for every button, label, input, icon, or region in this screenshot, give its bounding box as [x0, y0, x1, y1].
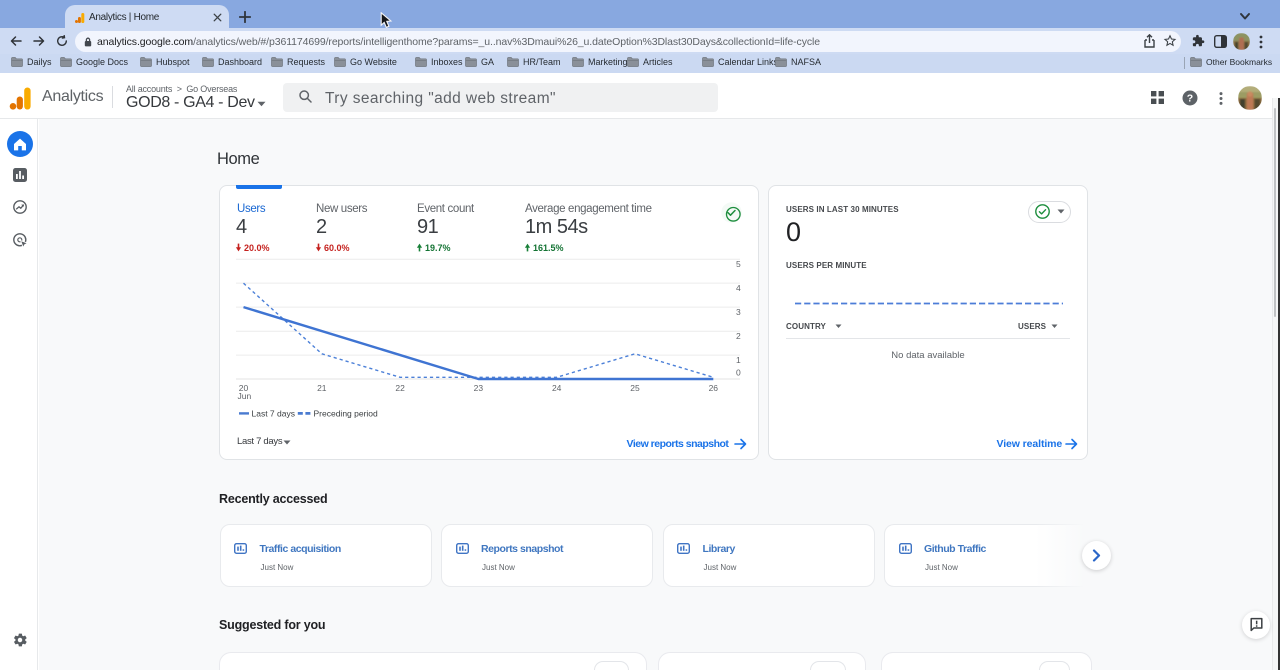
svg-text:1: 1 [736, 355, 741, 365]
svg-text:3: 3 [736, 307, 741, 317]
svg-text:?: ? [1187, 93, 1193, 105]
svg-text:2: 2 [736, 331, 741, 341]
svg-text:21: 21 [317, 383, 327, 393]
svg-text:23: 23 [474, 383, 484, 393]
svg-text:24: 24 [552, 383, 562, 393]
svg-text:4: 4 [736, 283, 741, 293]
svg-text:22: 22 [395, 383, 405, 393]
svg-text:Jun: Jun [238, 391, 252, 401]
svg-text:5: 5 [736, 259, 741, 269]
svg-text:20: 20 [239, 383, 249, 393]
svg-text:26: 26 [709, 383, 719, 393]
svg-text:Last 7 days: Last 7 days [252, 408, 295, 418]
svg-text:25: 25 [630, 383, 640, 393]
svg-text:Preceding period: Preceding period [314, 408, 379, 418]
svg-text:0: 0 [736, 368, 741, 378]
